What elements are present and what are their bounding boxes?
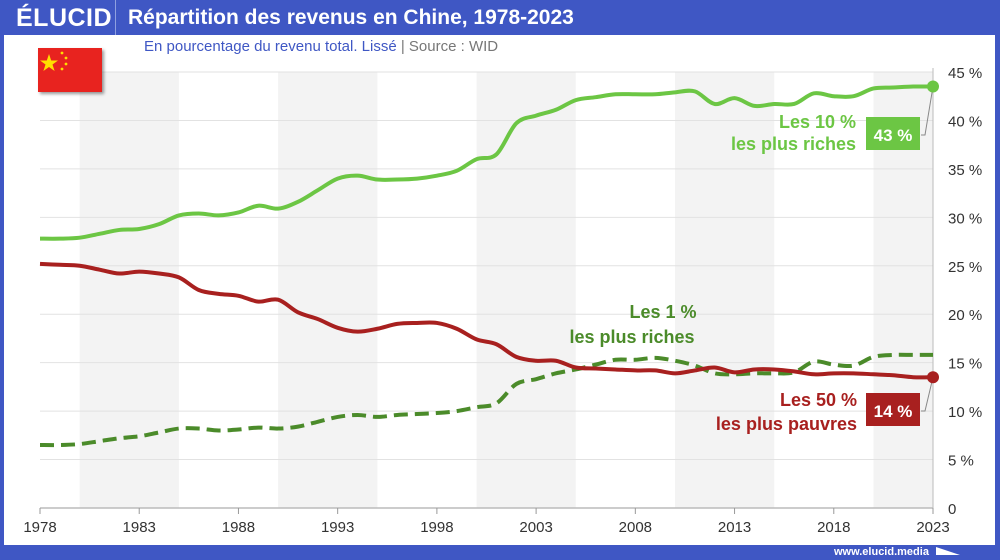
x-tick-label: 2023 bbox=[916, 519, 949, 536]
y-tick-label: 40 % bbox=[948, 113, 982, 130]
leader-line bbox=[921, 86, 934, 136]
shaded-band bbox=[476, 72, 576, 508]
subtitle-separator: | bbox=[400, 38, 405, 55]
top1-label-line1: Les 1 % bbox=[629, 302, 696, 322]
x-tick-label: 1983 bbox=[123, 519, 156, 536]
y-tick-label: 45 % bbox=[948, 65, 982, 82]
x-tick-label: 2008 bbox=[619, 519, 652, 536]
top10-label-line1: Les 10 % bbox=[779, 112, 856, 132]
divider bbox=[115, 0, 116, 35]
y-tick-label: 10 % bbox=[948, 404, 982, 421]
logo-mark-icon bbox=[936, 547, 960, 555]
subtitle-text: En pourcentage du revenu total. Lissé bbox=[144, 38, 397, 55]
bottom50-label-line1: Les 50 % bbox=[780, 390, 857, 410]
top10-label-line2: les plus riches bbox=[731, 134, 856, 154]
x-tick-label: 2003 bbox=[519, 519, 552, 536]
top10-value-badge bbox=[866, 117, 920, 150]
logo: ÉLUCID bbox=[16, 4, 113, 32]
top10-value-label: 43 % bbox=[874, 126, 913, 145]
shaded-band bbox=[278, 72, 378, 508]
series-top10-line bbox=[39, 84, 934, 241]
x-tick-label: 1988 bbox=[222, 519, 255, 536]
x-tick-label: 2018 bbox=[817, 519, 850, 536]
y-tick-label: 25 % bbox=[948, 259, 982, 276]
x-tick-label: 1993 bbox=[321, 519, 354, 536]
bottom50-value-badge bbox=[866, 393, 920, 426]
x-tick-label: 1998 bbox=[420, 519, 453, 536]
y-tick-label: 30 % bbox=[948, 210, 982, 227]
bottom50-end-marker bbox=[927, 371, 939, 384]
chart-subtitle: En pourcentage du revenu total. Lissé | … bbox=[144, 38, 498, 55]
top10-end-marker bbox=[927, 80, 939, 93]
x-tick-label: 1978 bbox=[23, 519, 56, 536]
footer-url: www.elucid.media bbox=[834, 546, 960, 558]
y-tick-label: 20 % bbox=[948, 307, 982, 324]
china-flag-icon bbox=[38, 48, 102, 92]
series-top1-line bbox=[39, 352, 933, 448]
shaded-band bbox=[675, 72, 775, 508]
chart-title: Répartition des revenus en Chine, 1978-2… bbox=[128, 6, 574, 29]
bottom50-value-label: 14 % bbox=[874, 402, 913, 421]
y-tick-label: 5 % bbox=[948, 453, 974, 470]
header: ÉLUCID Répartition des revenus en Chine,… bbox=[0, 0, 1000, 35]
leader-line bbox=[921, 377, 934, 412]
y-tick-label: 15 % bbox=[948, 356, 982, 373]
top1-label-line2: les plus riches bbox=[569, 327, 694, 347]
y-tick-label: 0 bbox=[948, 501, 956, 518]
x-tick-label: 2013 bbox=[718, 519, 751, 536]
series-bottom50-line bbox=[39, 261, 934, 380]
source-text: Source : WID bbox=[408, 38, 499, 55]
bottom50-label-line2: les plus pauvres bbox=[716, 414, 857, 434]
y-tick-label: 35 % bbox=[948, 162, 982, 179]
